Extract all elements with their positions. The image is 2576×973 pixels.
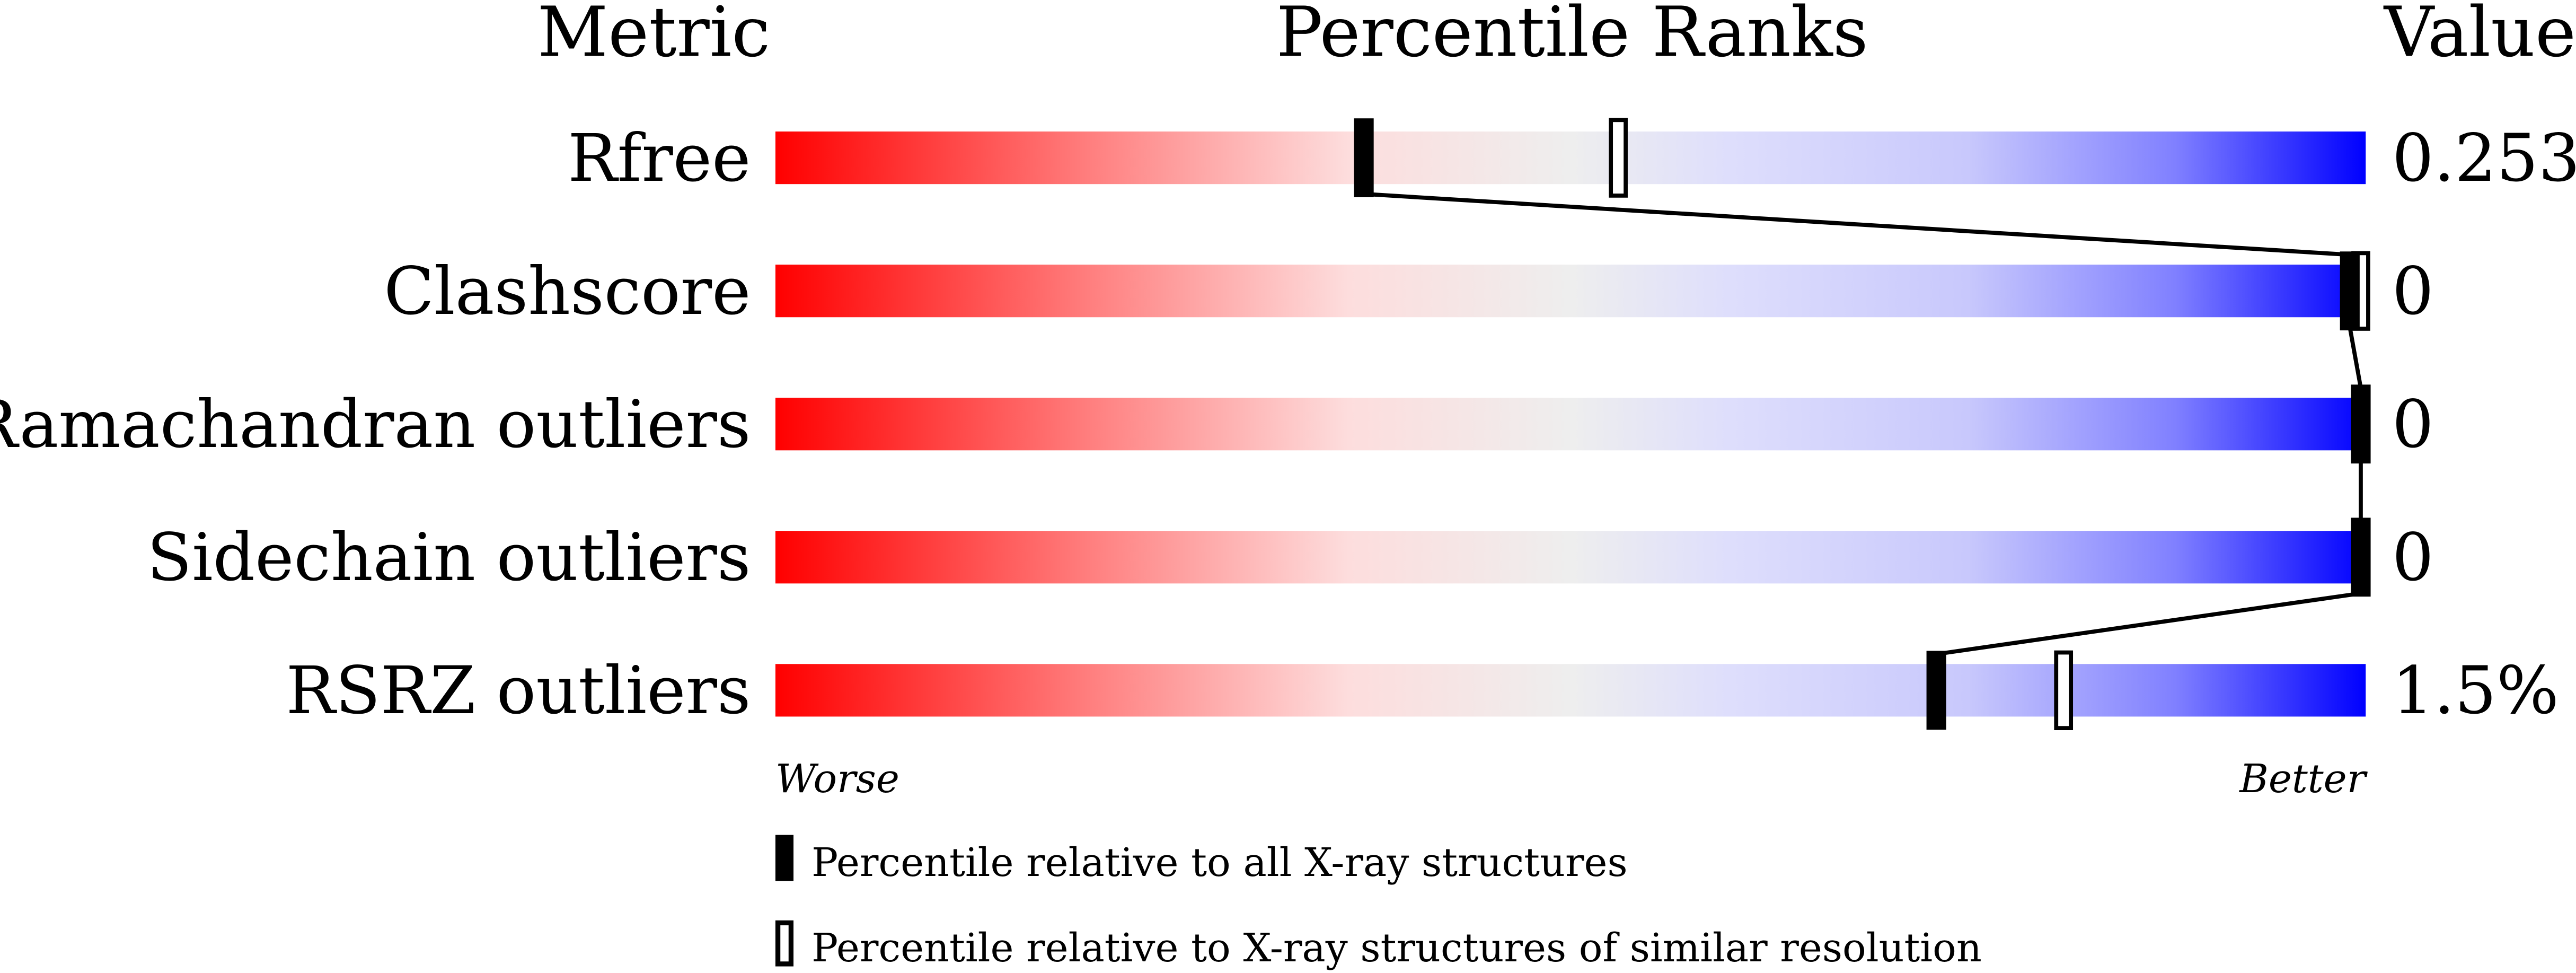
all-structures-marker xyxy=(2351,518,2371,597)
metric-label: Ramachandran outliers xyxy=(0,387,751,463)
metric-value: 0 xyxy=(2392,387,2434,463)
similar-resolution-marker xyxy=(1609,118,1628,198)
legend-open-label: Percentile relative to X-ray structures … xyxy=(811,925,1982,971)
header-value: Value xyxy=(2383,0,2576,72)
metric-value: 1.5% xyxy=(2392,653,2559,729)
all-structures-marker xyxy=(2351,384,2371,464)
axis-better-label: Better xyxy=(2238,756,2368,802)
metric-value: 0.253 xyxy=(2392,120,2576,197)
all-structures-marker xyxy=(1926,651,1946,730)
connector-line xyxy=(1936,591,2361,656)
axis-worse-label: Worse xyxy=(775,756,899,802)
metric-label: Clashscore xyxy=(384,253,751,330)
percentile-bar xyxy=(775,531,2366,584)
legend-filled-marker-icon xyxy=(775,835,794,881)
header-percentile: Percentile Ranks xyxy=(1276,0,1868,72)
metric-value: 0 xyxy=(2392,253,2434,330)
percentile-bar xyxy=(775,265,2366,318)
connector-line xyxy=(2348,327,2363,389)
all-structures-marker xyxy=(2340,251,2360,331)
percentile-bar xyxy=(775,398,2366,451)
percentile-bar xyxy=(775,664,2366,717)
all-structures-marker xyxy=(1354,118,1374,197)
connector-line xyxy=(1363,191,2350,257)
metric-label: RSRZ outliers xyxy=(286,653,751,729)
metric-value: 0 xyxy=(2392,520,2434,596)
similar-resolution-marker xyxy=(2054,650,2074,730)
percentile-bar xyxy=(775,132,2366,185)
legend-open-marker-icon xyxy=(775,920,794,967)
header-metric: Metric xyxy=(537,0,770,72)
legend-filled-label: Percentile relative to all X-ray structu… xyxy=(811,839,1628,886)
metric-label: Sidechain outliers xyxy=(147,520,751,596)
metric-label: Rfree xyxy=(568,120,751,197)
